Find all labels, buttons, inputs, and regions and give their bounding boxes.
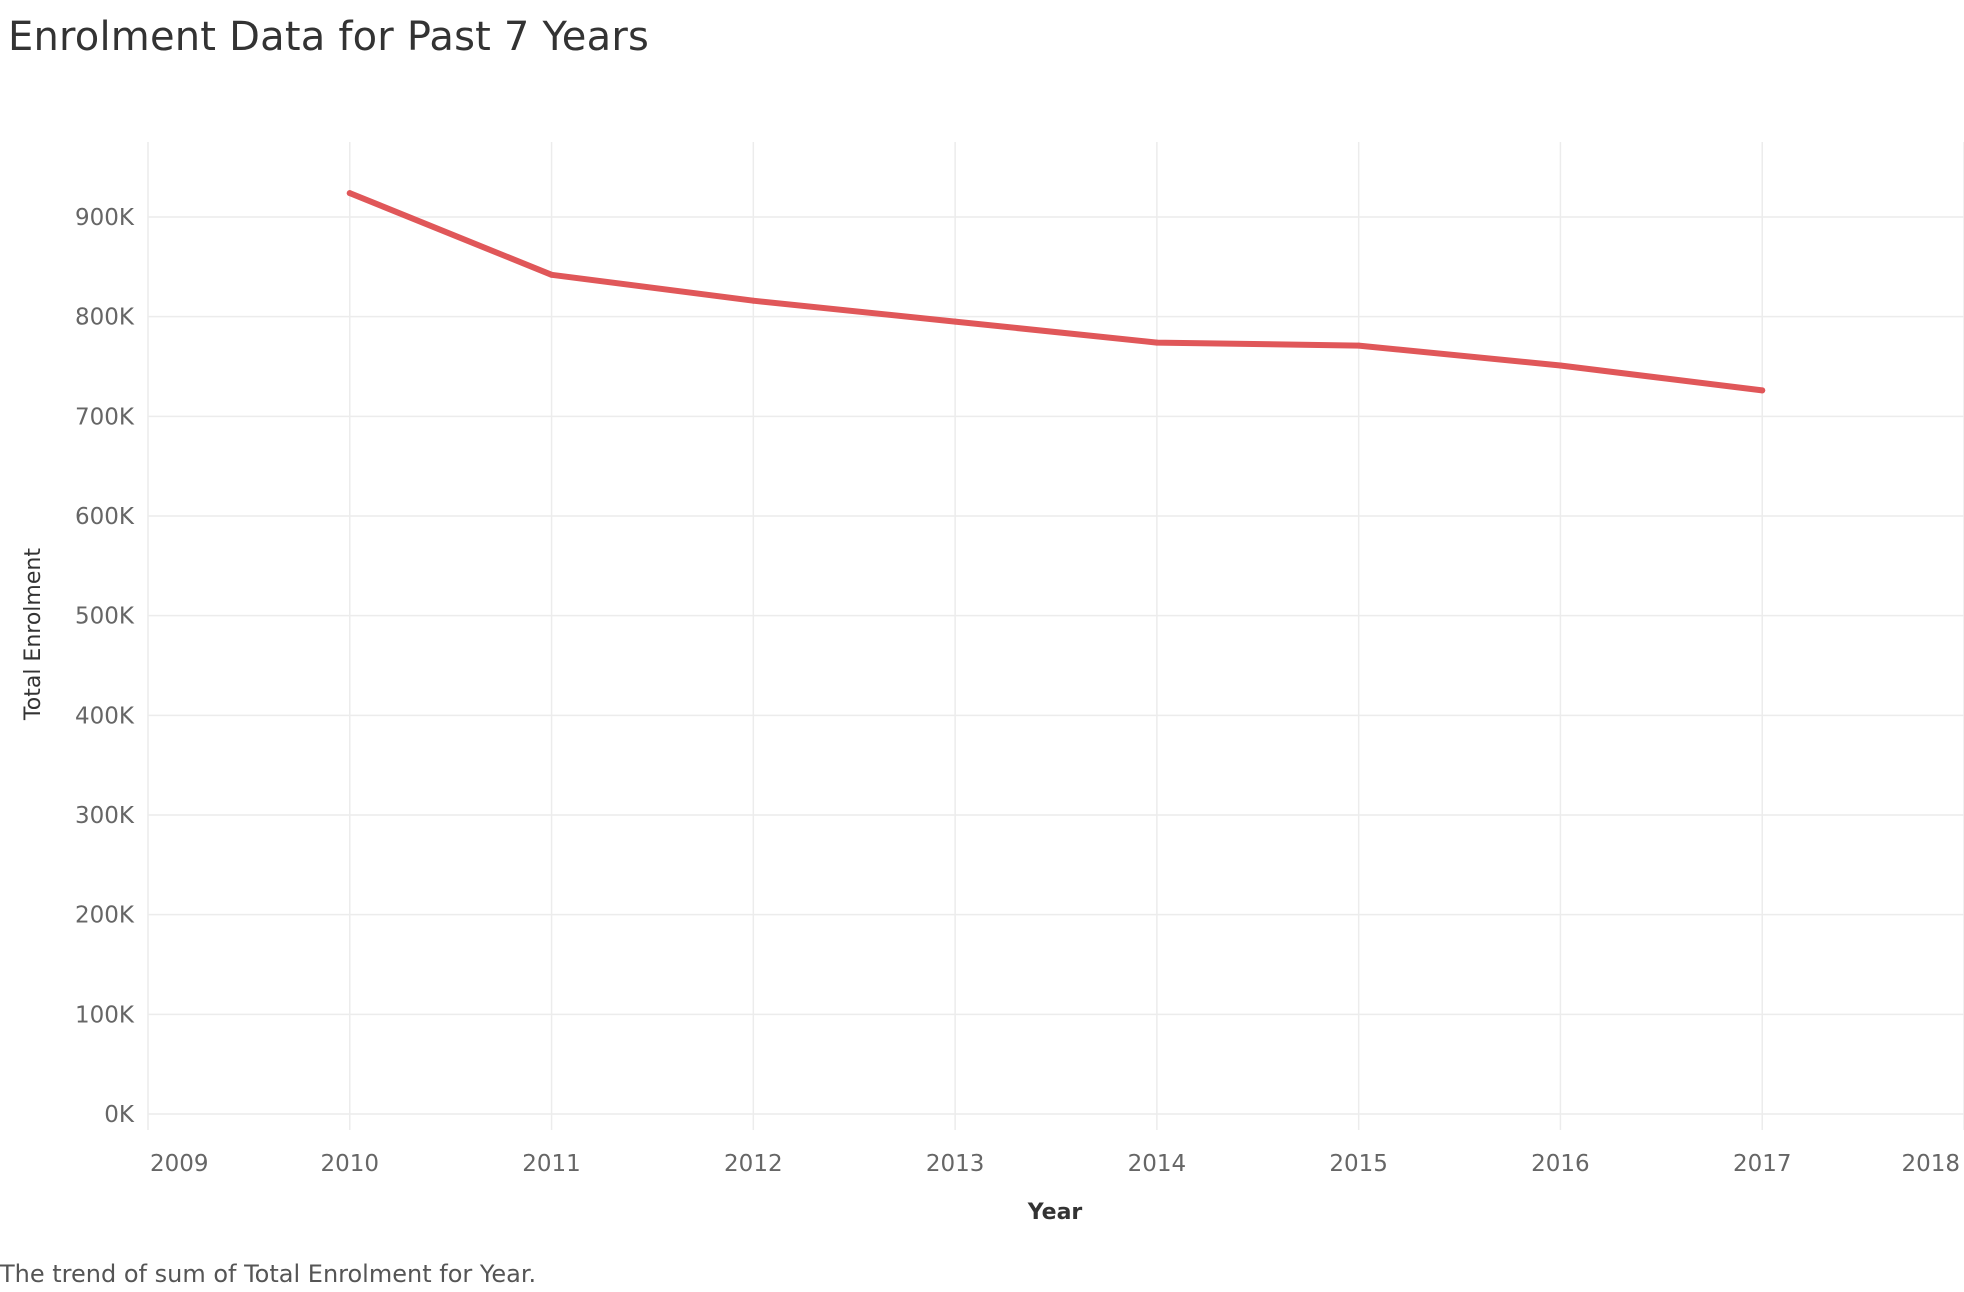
series-layer	[346, 190, 1766, 394]
y-tick-label: 700K	[75, 404, 135, 430]
y-tick-label: 300K	[75, 803, 135, 829]
y-tick-label: 100K	[75, 1002, 135, 1028]
y-tick-label: 900K	[75, 205, 135, 231]
y-tick-label: 500K	[75, 604, 135, 630]
chart-caption: The trend of sum of Total Enrolment for …	[0, 1260, 537, 1288]
y-tick-label: 600K	[75, 504, 135, 530]
chart-title: Enrolment Data for Past 7 Years	[8, 14, 650, 60]
x-tick-label: 2016	[1531, 1151, 1590, 1177]
y-tick-label: 400K	[75, 703, 135, 729]
y-axis-title: Total Enrolment	[21, 548, 46, 721]
x-tick-label: 2018	[1901, 1151, 1960, 1177]
x-tick-label: 2017	[1733, 1151, 1792, 1177]
y-tick-label: 0K	[104, 1102, 135, 1128]
data-point[interactable]	[952, 318, 959, 325]
x-axis-title: Year	[1027, 1200, 1083, 1225]
data-point[interactable]	[750, 297, 757, 304]
data-point[interactable]	[1153, 339, 1160, 346]
data-point[interactable]	[548, 271, 555, 278]
series-line	[346, 190, 1766, 394]
x-tick-label: 2011	[522, 1151, 581, 1177]
x-tick-label: 2009	[150, 1151, 209, 1177]
x-tick-label: 2010	[321, 1151, 380, 1177]
x-tick-label: 2015	[1329, 1151, 1388, 1177]
data-point[interactable]	[346, 190, 353, 197]
grid-lines	[147, 142, 1964, 1130]
x-axis-tick-labels: 2009 2010 2011 2012 2013 2014 2015 2016 2017 2018	[150, 1151, 1960, 1177]
x-tick-label: 2014	[1128, 1151, 1187, 1177]
x-tick-label: 2012	[724, 1151, 783, 1177]
y-tick-label: 800K	[75, 305, 135, 331]
data-point[interactable]	[1355, 342, 1362, 349]
data-point[interactable]	[1759, 387, 1766, 394]
y-axis-tick-labels: 0K 100K 200K 300K 400K 500K 600K 700K 800K 900K	[75, 205, 135, 1128]
data-point[interactable]	[1557, 362, 1564, 369]
y-tick-label: 200K	[75, 903, 135, 929]
x-tick-label: 2013	[926, 1151, 985, 1177]
